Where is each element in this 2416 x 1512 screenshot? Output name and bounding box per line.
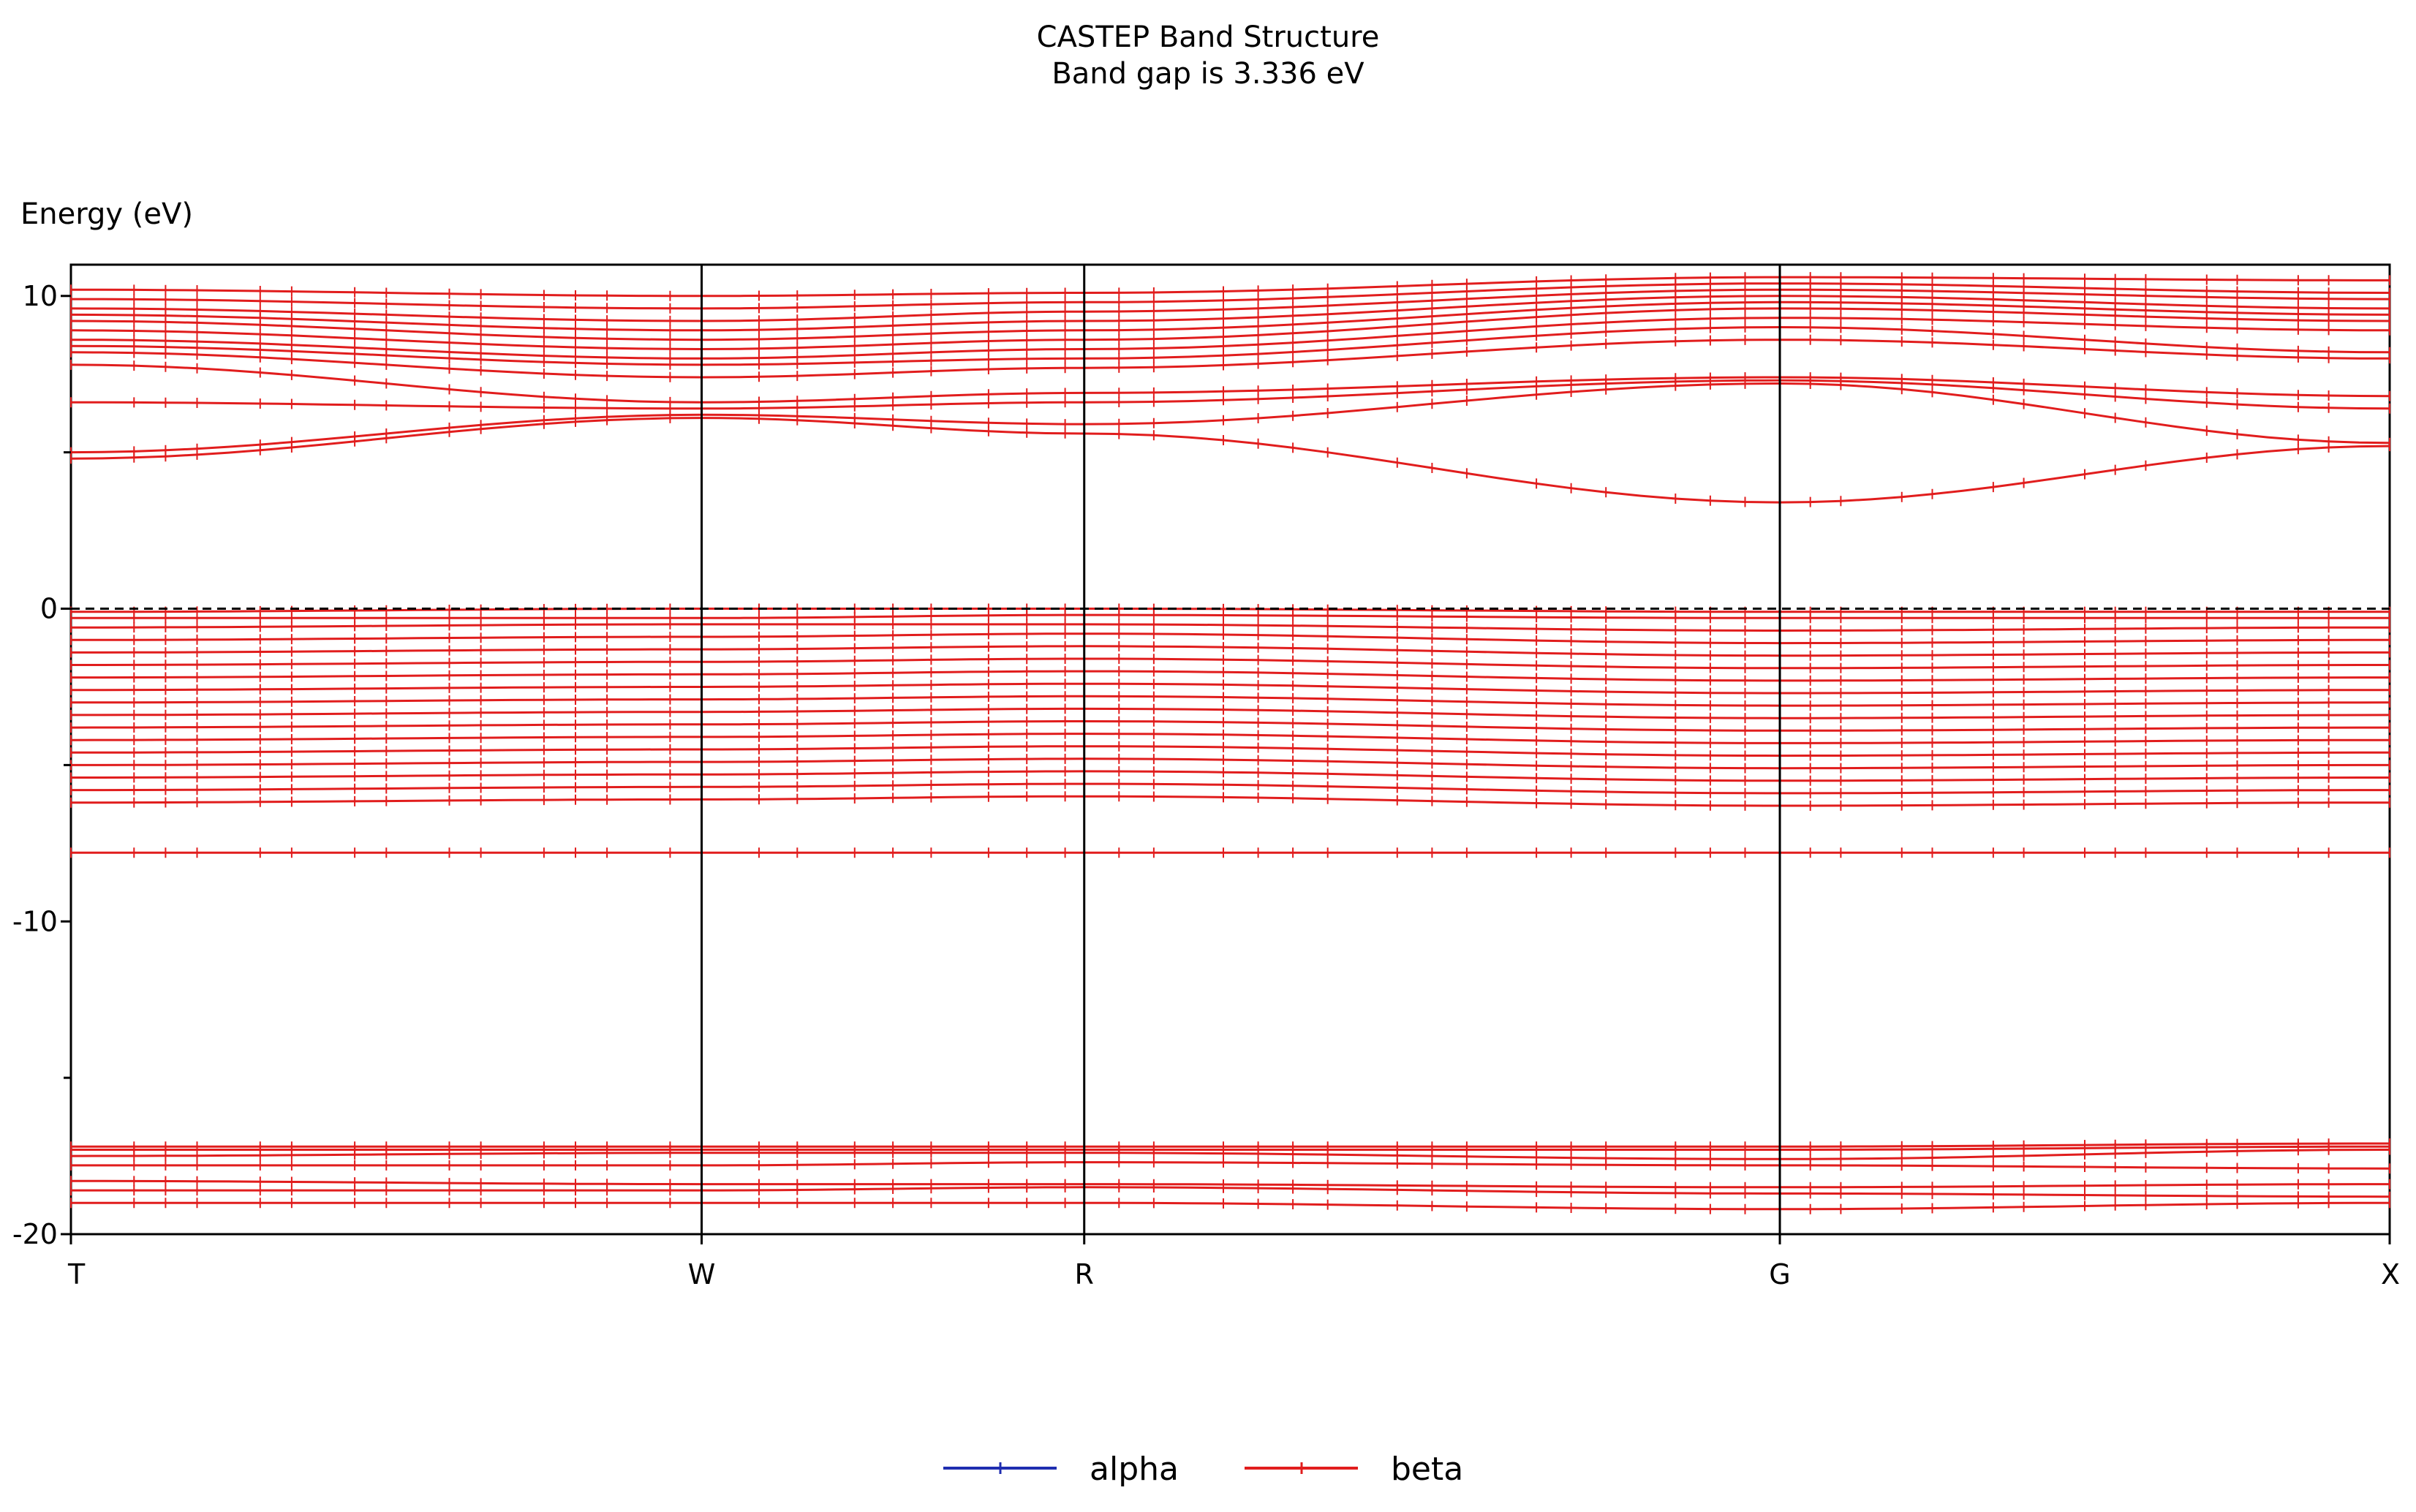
band-line-beta-11 — [71, 757, 2390, 770]
y-tick-label: 0 — [40, 593, 58, 625]
band-markers-beta-22 — [70, 619, 2390, 636]
band-markers-beta-35 — [70, 284, 2390, 326]
y-axis-label: Energy (eV) — [20, 197, 193, 231]
band-markers-beta-17 — [70, 678, 2390, 698]
band-markers-beta-34 — [70, 290, 2390, 336]
band-line-beta-6 — [71, 1142, 2390, 1148]
band-line-beta-15 — [71, 707, 2390, 719]
x-tick-label-R: R — [1075, 1258, 1094, 1290]
band-markers-beta-21 — [70, 628, 2390, 649]
band-line-beta-0 — [71, 1201, 2390, 1211]
band-markers-beta-12 — [70, 741, 2390, 761]
band-line-beta-16 — [71, 695, 2390, 707]
x-tick-label-W: W — [688, 1258, 716, 1290]
band-markers-beta-15 — [70, 703, 2390, 724]
band-line-beta-32 — [70, 307, 2390, 351]
band-markers-beta-16 — [70, 691, 2390, 711]
band-markers-beta-9 — [70, 779, 2390, 798]
band-line-beta-10 — [71, 770, 2390, 782]
band-markers-beta-31 — [70, 312, 2390, 364]
band-markers-beta-7 — [70, 847, 2390, 858]
band-line-beta-13 — [70, 733, 2390, 744]
band-line-beta-18 — [71, 670, 2390, 682]
chart-subtitle: Band gap is 3.336 eV — [1052, 57, 1364, 91]
y-tick-label: -20 — [12, 1218, 58, 1250]
band-markers-beta-8 — [70, 791, 2390, 811]
band-line-beta-8 — [71, 795, 2390, 807]
band-markers-beta-23 — [70, 610, 2390, 624]
legend: alpha beta — [943, 1451, 1463, 1488]
band-markers-beta-0 — [70, 1198, 2390, 1214]
y-tick-label: -10 — [12, 905, 58, 937]
x-tick-label-X: X — [2381, 1258, 2400, 1290]
band-line-beta-9 — [71, 782, 2390, 795]
band-markers-beta-33 — [70, 297, 2390, 345]
plot-area — [69, 263, 2391, 1236]
x-tick-label-G: G — [1769, 1258, 1790, 1290]
band-line-beta-19 — [71, 657, 2390, 670]
band-line-beta-28 — [70, 363, 2390, 404]
band-line-beta-36 — [71, 282, 2390, 310]
band-line-beta-21 — [71, 632, 2390, 645]
band-markers-beta-37 — [70, 272, 2390, 301]
band-markers-beta-29 — [70, 334, 2390, 382]
band-line-beta-14 — [70, 720, 2390, 732]
y-axis-ticks: 10 0 -10 -20 — [12, 280, 71, 1250]
band-line-beta-23 — [71, 613, 2390, 619]
band-markers-beta-10 — [70, 766, 2390, 786]
band-markers-beta-2 — [70, 1176, 2390, 1192]
band-line-beta-20 — [71, 645, 2390, 657]
band-markers-beta-19 — [70, 654, 2390, 673]
band-line-beta-26 — [70, 382, 2390, 454]
band-line-beta-2 — [71, 1179, 2390, 1189]
band-line-beta-22 — [71, 623, 2390, 632]
band-markers-beta-3 — [70, 1157, 2390, 1174]
band-line-beta-17 — [71, 682, 2390, 695]
x-tick-label-T: T — [67, 1258, 86, 1290]
band-markers-beta-14 — [70, 716, 2390, 736]
legend-label-beta: beta — [1391, 1451, 1463, 1488]
band-markers-beta-32 — [70, 303, 2390, 355]
band-markers-beta-36 — [70, 278, 2390, 314]
band-markers-beta-25 — [70, 412, 2390, 507]
band-markers-beta-13 — [70, 728, 2390, 749]
band-line-beta-4 — [70, 1149, 2390, 1160]
band-markers-beta-6 — [70, 1138, 2390, 1152]
band-line-beta-3 — [71, 1161, 2390, 1170]
band-markers-beta-20 — [70, 640, 2390, 661]
band-markers-beta-30 — [70, 322, 2390, 370]
y-tick-label: 10 — [23, 280, 58, 312]
band-line-beta-33 — [70, 300, 2390, 341]
legend-label-alpha: alpha — [1090, 1451, 1179, 1488]
band-markers-beta-18 — [70, 666, 2390, 686]
band-line-beta-12 — [71, 745, 2390, 757]
chart-title: CASTEP Band Structure — [1037, 20, 1380, 54]
band-markers-beta-28 — [70, 359, 2390, 408]
band-markers-beta-27 — [70, 375, 2390, 414]
plot-frame — [69, 263, 2391, 1236]
band-line-beta-1 — [71, 1186, 2390, 1198]
